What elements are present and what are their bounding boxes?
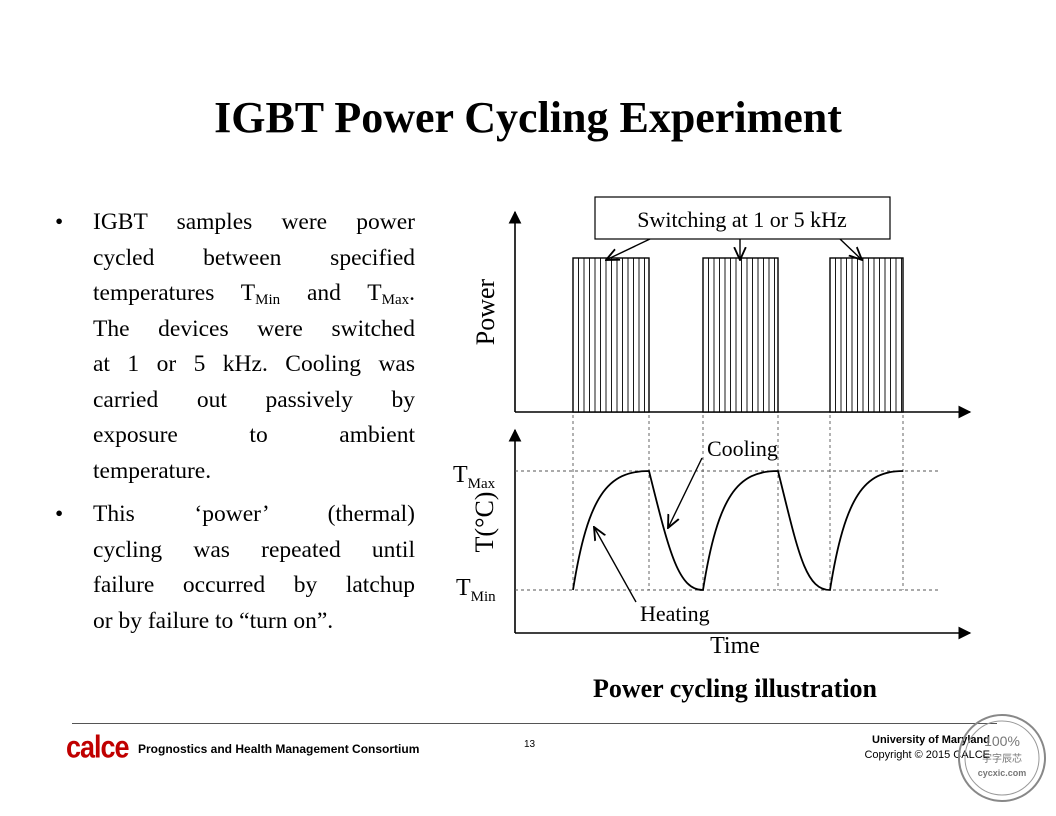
- bullet-line: cycled between specified: [93, 244, 415, 271]
- calce-logo: calce: [66, 730, 130, 765]
- switching-arrow-1: [606, 238, 651, 260]
- tmax-label: TMax: [453, 462, 496, 492]
- heating-label: Heating: [640, 601, 710, 626]
- bullet-line: IGBT samples were power: [93, 209, 415, 235]
- switching-label: Switching at 1 or 5 kHz: [637, 207, 847, 232]
- bullet-line: The devices were switched: [93, 315, 415, 342]
- power-pulses: [572, 257, 904, 413]
- bullet-item: • This ‘power’ (thermal) cycling was repea…: [55, 497, 415, 639]
- svg-text:cycxic.com: cycxic.com: [978, 768, 1027, 778]
- switching-label-box: [594, 196, 891, 240]
- bullet-line: or by failure to “turn on”.: [93, 607, 334, 634]
- bullet-dot: •: [55, 209, 64, 235]
- temperature-curve: [572, 470, 904, 591]
- power-axis-label: Power: [471, 278, 500, 345]
- diagram-caption: Power cycling illustration: [592, 674, 878, 703]
- bullet-line: at 1 or 5 kHz. Cooling was: [93, 351, 415, 377]
- cooling-arrow: [668, 457, 703, 528]
- bullet-list: • IGBT samples were power cycled between s…: [55, 205, 415, 647]
- dashed-guides: [572, 415, 904, 590]
- bullet-line: failure occurred by latchup: [93, 572, 415, 598]
- time-axis-label: Time: [710, 633, 760, 659]
- bullet-line: This ‘power’ (thermal): [93, 501, 415, 527]
- page-number: 13: [524, 739, 536, 750]
- tmin-label: TMin: [456, 575, 496, 605]
- power-pulse: [572, 257, 650, 413]
- footer-divider: [72, 723, 997, 724]
- university-name: University of Maryland: [872, 734, 990, 746]
- svg-text:字字辰芯: 字字辰芯: [982, 752, 1022, 765]
- slide-title: IGBT Power Cycling Experiment: [214, 93, 842, 142]
- cooling-label: Cooling: [707, 436, 778, 461]
- power-cycling-diagram: Switching at 1 or 5 kHz Power TMax TMin …: [453, 196, 972, 659]
- temp-axis-label: T(°C): [470, 492, 499, 553]
- bullet-line: temperatures TMin and TMax.: [93, 280, 415, 308]
- bullet-line: temperature.: [93, 457, 212, 484]
- power-pulse: [702, 257, 779, 413]
- svg-text:100%: 100%: [984, 733, 1020, 749]
- heating-arrow: [594, 527, 637, 603]
- bullet-line: exposure to ambient: [93, 422, 415, 448]
- bullet-item: • IGBT samples were power cycled between s…: [55, 205, 415, 489]
- bullet-dot: •: [55, 501, 64, 527]
- bullet-line: carried out passively by: [93, 386, 415, 413]
- consortium-name: Prognostics and Health Management Consor…: [138, 742, 420, 756]
- watermark-stamp: 100% 字字辰芯 cycxic.com: [958, 714, 1046, 802]
- bullet-line: cycling was repeated until: [93, 536, 415, 563]
- switching-arrow-3: [839, 238, 862, 260]
